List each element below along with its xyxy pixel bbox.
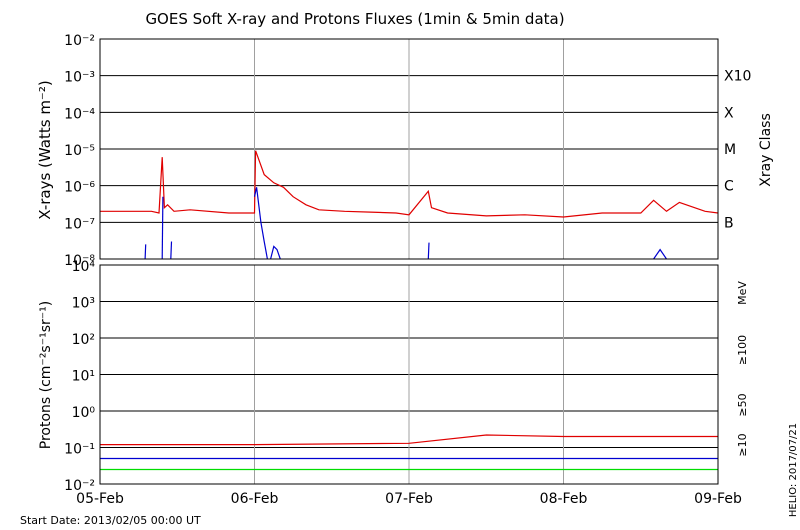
y-tick-label: 10⁴ — [72, 259, 96, 275]
xray-class-label: X — [724, 105, 734, 121]
x-tick-label: 09-Feb — [694, 491, 742, 507]
series-line — [427, 242, 430, 260]
proton-panel: 10⁻² 10⁻¹ 10⁰ 10¹ 10² 10³ 10⁴ ≥10 ≥50 ≥100 Proto… — [38, 259, 749, 494]
y-tick-label: 10² — [72, 332, 95, 348]
x-tick-label: 06-Feb — [231, 491, 279, 507]
xray-class-axis-label: Xray Class — [758, 113, 774, 187]
proton-y-axis-label: Protons (cm⁻²s⁻¹sr⁻¹) — [38, 301, 54, 450]
xray-gridlines — [100, 39, 718, 259]
xray-class-label: X10 — [724, 69, 751, 85]
proton-gridlines — [100, 265, 718, 484]
y-tick-label: 10¹ — [72, 369, 95, 385]
y-tick-label: 10⁻⁷ — [64, 216, 95, 232]
series-line — [161, 196, 164, 260]
x-tick-label: 07-Feb — [385, 491, 433, 507]
x-tick-label: 08-Feb — [540, 491, 588, 507]
y-tick-label: 10⁻¹ — [64, 442, 95, 458]
xray-class-labels: X10 X M C B — [724, 69, 751, 232]
series-line — [100, 434, 718, 446]
proton-series — [100, 434, 718, 471]
series-line — [653, 248, 667, 260]
credit-label: HELIO: 2017/07/21 — [788, 423, 799, 517]
xray-panel: 10⁻⁸ 10⁻⁷ 10⁻⁶ 10⁻⁵ 10⁻⁴ 10⁻³ 10⁻² X10 X M C B X-r… — [36, 33, 774, 269]
start-date-label: Start Date: 2013/02/05 00:00 UT — [20, 514, 201, 527]
proton-frame — [99, 264, 719, 485]
xray-y-ticks: 10⁻⁸ 10⁻⁷ 10⁻⁶ 10⁻⁵ 10⁻⁴ 10⁻³ 10⁻² — [64, 33, 95, 269]
xray-class-label: M — [724, 142, 736, 158]
y-tick-label: 10⁻² — [64, 33, 95, 49]
y-tick-label: 10⁻⁸ — [64, 253, 95, 269]
y-tick-label: 10⁻⁴ — [64, 106, 95, 122]
y-tick-label: 10⁻² — [64, 478, 95, 494]
xray-y-axis-label: X-rays (Watts m⁻²) — [36, 80, 54, 219]
xray-series — [100, 150, 719, 260]
y-tick-label: 10⁰ — [72, 405, 96, 421]
series-line — [100, 150, 719, 218]
xray-class-label: B — [724, 215, 734, 231]
legend-label: ≥100 — [736, 335, 749, 365]
x-axis-ticks: 05-Feb 06-Feb 07-Feb 08-Feb 09-Feb — [76, 491, 742, 507]
xray-class-label: C — [724, 179, 734, 195]
legend-label: ≥10 — [736, 433, 749, 456]
legend-label: ≥50 — [736, 393, 749, 416]
xray-frame — [99, 38, 719, 260]
series-line — [253, 187, 268, 260]
series-line — [144, 244, 147, 260]
y-tick-label: 10³ — [72, 296, 95, 312]
series-line — [170, 241, 173, 260]
y-tick-label: 10⁻³ — [64, 70, 95, 86]
proton-y-ticks: 10⁻² 10⁻¹ 10⁰ 10¹ 10² 10³ 10⁴ — [64, 259, 95, 494]
y-tick-label: 10⁻⁶ — [64, 180, 95, 196]
y-tick-label: 10⁻⁵ — [64, 143, 95, 159]
proton-energy-unit-label: MeV — [736, 281, 749, 305]
x-tick-label: 05-Feb — [76, 491, 124, 507]
chart-title: GOES Soft X-ray and Protons Fluxes (1min… — [145, 10, 564, 28]
series-line — [270, 245, 281, 260]
proton-legend: ≥10 ≥50 ≥100 — [736, 335, 749, 457]
